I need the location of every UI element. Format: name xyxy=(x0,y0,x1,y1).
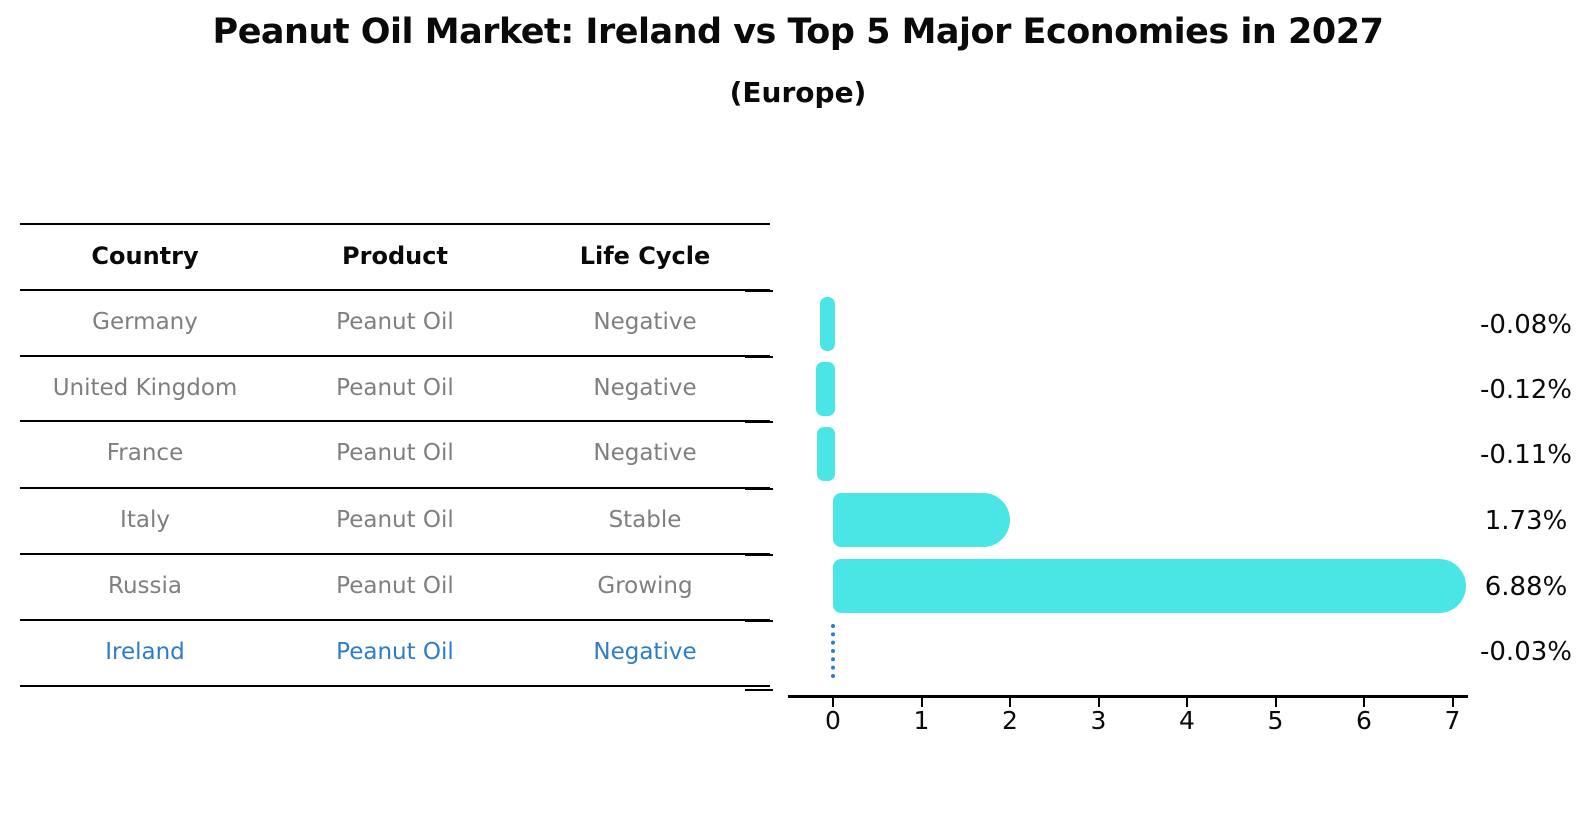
cell-country: Russia xyxy=(108,573,182,599)
cell-country: United Kingdom xyxy=(52,375,238,401)
cell-life-cycle: Growing xyxy=(597,573,693,599)
value-label: -0.11% xyxy=(1480,440,1572,470)
cell-life-cycle: Stable xyxy=(608,507,682,533)
bar-united-kingdom xyxy=(816,362,835,416)
value-label: -0.03% xyxy=(1480,637,1572,667)
x-tick-label: 5 xyxy=(1267,706,1284,735)
table-divider xyxy=(20,223,770,225)
table-divider xyxy=(20,553,770,555)
table-row-russia: Russia Peanut Oil Growing xyxy=(20,553,770,619)
cell-life-cycle: Negative xyxy=(593,639,697,665)
y-axis-tick xyxy=(745,620,773,622)
bar-france xyxy=(817,427,835,481)
table-row-france: France Peanut Oil Negative xyxy=(20,420,770,486)
column-header-country: Country xyxy=(91,242,199,270)
cell-life-cycle: Negative xyxy=(593,375,697,401)
cell-product: Peanut Oil xyxy=(336,639,454,665)
bar-russia xyxy=(833,559,1466,613)
cell-product: Peanut Oil xyxy=(336,507,454,533)
value-label: -0.12% xyxy=(1480,375,1572,405)
x-tick-label: 3 xyxy=(1090,706,1107,735)
x-tick-label: 4 xyxy=(1179,706,1195,735)
cell-product: Peanut Oil xyxy=(336,440,454,466)
y-axis-tick xyxy=(745,554,773,556)
column-header-product: Product xyxy=(342,242,448,270)
table-divider xyxy=(20,619,770,621)
cell-country: Germany xyxy=(92,309,198,335)
x-tick-label: 1 xyxy=(913,706,930,735)
table-row-germany: Germany Peanut Oil Negative xyxy=(20,289,770,355)
column-header-life-cycle: Life Cycle xyxy=(579,242,711,270)
value-label: -0.08% xyxy=(1480,310,1572,340)
chart-subtitle: (Europe) xyxy=(729,76,867,109)
x-axis-tick xyxy=(1009,698,1011,707)
x-tick-label: 6 xyxy=(1356,706,1372,735)
value-label: 6.88% xyxy=(1484,572,1568,602)
x-axis-tick xyxy=(1274,698,1277,707)
y-axis-tick xyxy=(745,689,773,691)
x-axis-tick xyxy=(1097,698,1100,707)
bar-italy xyxy=(833,493,1011,547)
chart-title: Peanut Oil Market: Ireland vs Top 5 Majo… xyxy=(212,12,1384,52)
x-tick-label: 2 xyxy=(1002,706,1018,735)
cell-product: Peanut Oil xyxy=(336,375,454,401)
x-axis-tick xyxy=(920,698,923,707)
y-axis-tick xyxy=(745,290,773,292)
table-divider xyxy=(20,420,770,422)
x-tick-label: 0 xyxy=(825,706,841,735)
cell-life-cycle: Negative xyxy=(593,309,697,335)
table-divider xyxy=(20,487,770,489)
table-row-italy: Italy Peanut Oil Stable xyxy=(20,487,770,553)
table-divider xyxy=(20,685,770,687)
table-row-ireland: Ireland Peanut Oil Negative xyxy=(20,619,770,685)
cell-country: Italy xyxy=(120,507,170,533)
y-axis-tick xyxy=(745,356,773,358)
cell-product: Peanut Oil xyxy=(336,573,454,599)
y-axis-tick xyxy=(745,488,773,490)
table-row-united-kingdom: United Kingdom Peanut Oil Negative xyxy=(20,355,770,421)
x-axis-tick xyxy=(1186,698,1188,707)
cell-country: France xyxy=(106,440,184,466)
bar-ireland-dotted xyxy=(831,624,835,678)
bar-germany xyxy=(819,297,835,351)
table-header-row: Country Product Life Cycle xyxy=(20,223,770,289)
value-label: 1.73% xyxy=(1484,506,1568,536)
table-divider xyxy=(20,289,770,291)
x-axis-tick xyxy=(1363,698,1365,707)
cell-life-cycle: Negative xyxy=(593,440,697,466)
x-tick-label: 7 xyxy=(1444,706,1461,735)
x-axis-tick xyxy=(832,698,834,707)
x-axis-spine xyxy=(788,695,1468,698)
y-axis-tick xyxy=(745,421,773,423)
cell-product: Peanut Oil xyxy=(336,309,454,335)
x-axis-tick xyxy=(1451,698,1454,707)
table-divider xyxy=(20,355,770,357)
cell-country: Ireland xyxy=(105,639,185,665)
